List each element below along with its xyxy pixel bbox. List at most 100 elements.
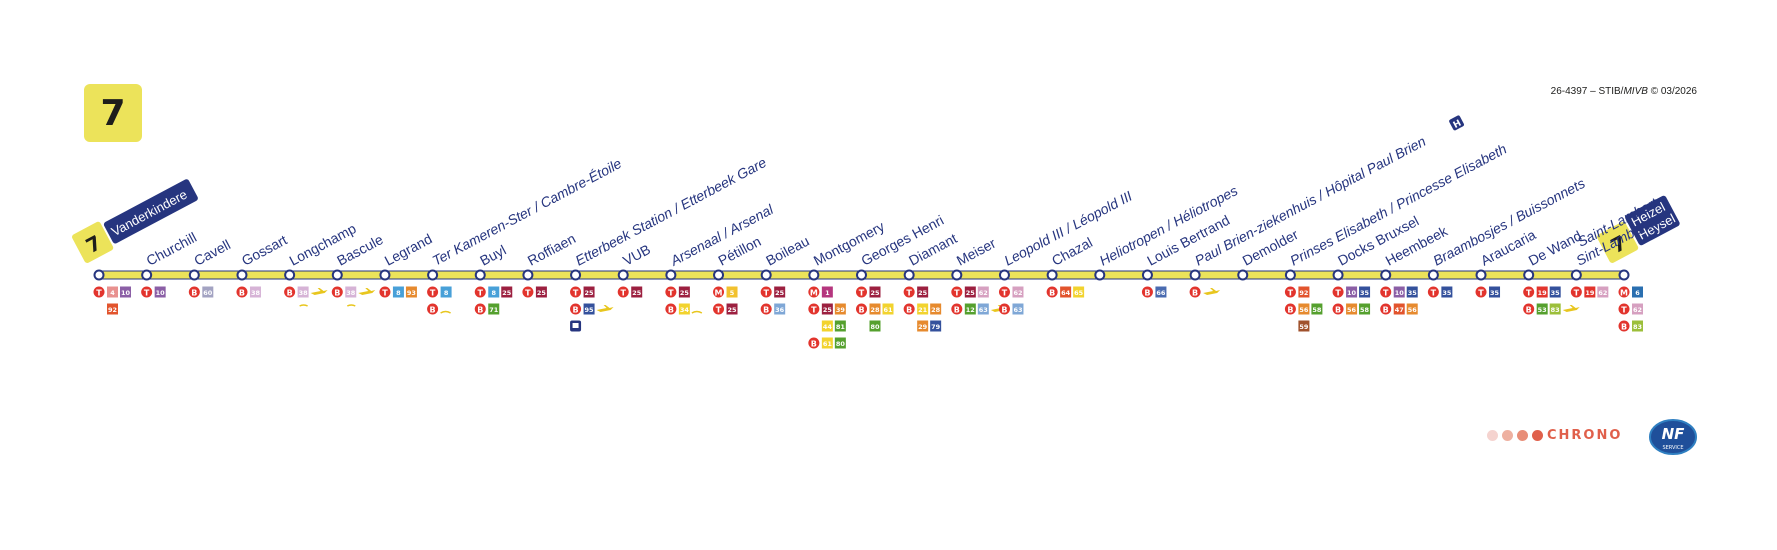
bus-icon [1141,286,1153,298]
stop-marker [1094,269,1106,281]
mode-letter: B [1049,289,1055,298]
connection-line-number: 38 [346,289,356,297]
mode-letter: B [1192,289,1198,298]
airport-icon [310,288,328,295]
connection-line-number: 39 [836,306,846,314]
stop-marker [1189,269,1201,281]
connection-line-box [392,286,404,298]
mode-letter: B [906,306,912,315]
connection-line-box [930,303,942,315]
connection-line-number: 6 [1635,289,1640,297]
connection-line-number: 1 [825,289,830,297]
connection-line-box [882,303,894,315]
walk-connection-icon [346,304,356,307]
connection-line-number: 79 [931,323,941,331]
connection-line-number: 12 [966,306,975,314]
mode-letter: B [1383,306,1389,315]
tram-icon [570,286,582,298]
connection-line-number: 4 [110,289,115,297]
connection-line-number: 61 [883,306,893,314]
stop-marker [856,269,867,281]
stop-marker [141,269,153,281]
connection-line-box [977,286,989,298]
stop: Roffiaen T 25 [522,230,578,298]
stop-marker [998,269,1010,281]
connection-line-box [1549,286,1561,298]
terminus-name-box [103,179,198,244]
connection-line-number: 58 [1312,306,1322,314]
connection-line-box [917,303,929,315]
bus-icon [903,303,915,315]
connection-line-box [869,320,881,332]
mode-letter: B [954,306,960,315]
connection-line-number: 66 [1156,289,1166,297]
connection-line-box [917,320,929,332]
terminus-name-box [1625,195,1680,246]
mode-letter: B [477,306,483,315]
bus-icon [760,303,772,315]
connection-line-box [869,286,881,298]
mode-letter: B [858,306,864,315]
bus-icon [1618,320,1630,332]
line-number-badge: 7 [84,84,142,142]
stop-marker [1570,269,1582,281]
connection-line-number: 28 [931,306,941,314]
connection-line-box [583,303,595,315]
mode-letter: T [1621,306,1627,315]
connection-line-number: 5 [730,289,735,297]
mode-letter: T [382,289,388,298]
mode-letter: T [763,289,769,298]
connection-line-box [1393,303,1405,315]
connection-line-number: 93 [407,289,416,297]
connection-line-number: 8 [444,289,449,297]
mode-letter: T [525,289,531,298]
tram-icon [1332,286,1344,298]
tram-icon [856,286,867,298]
mode-letter: T [478,289,484,298]
metro-icon [808,286,820,298]
tram-icon [93,286,105,298]
connection-line-number: 56 [1347,306,1357,314]
stop-marker [760,269,772,281]
connection-line-box [120,286,131,298]
stop-name: Gossart [239,231,290,268]
hospital-letter: H [1452,118,1463,130]
connection-line-number: 71 [489,306,499,314]
bus-icon [951,303,963,315]
bus-icon [665,303,677,315]
mode-letter: T [1335,289,1341,298]
mode-letter: T [96,289,102,298]
stop-marker [903,269,915,281]
bus-icon [474,303,486,315]
mode-letter: B [334,289,340,298]
mode-letter: T [144,289,150,298]
connection-line-box [1073,286,1085,298]
stop-marker [379,269,391,281]
stop-marker [93,269,105,281]
connection-line-number: 36 [775,306,785,314]
mode-letter: B [1335,306,1341,315]
mode-letter: M [810,289,818,298]
bus-icon [284,286,296,298]
connection-line-box [1441,286,1453,298]
connection-line-number: 65 [1074,289,1084,297]
connection-line-box [869,303,881,315]
bus-icon [1380,303,1392,315]
stop-marker [665,269,677,281]
connection-line-box [1584,286,1596,298]
connection-line-number: 35 [1551,289,1561,297]
connection-line-box [1597,286,1609,298]
stop-marker [617,269,629,281]
airport-icon [1562,305,1580,312]
connection-line-box [821,337,833,349]
stop-marker [1141,269,1153,281]
airport-icon [596,305,614,312]
connection-line-number: 19 [1585,289,1595,297]
connection-line-number: 44 [823,323,833,331]
connection-line-number: 28 [870,306,880,314]
tram-icon [1380,286,1392,298]
connection-line-number: 35 [1360,289,1370,297]
bus-icon [1189,286,1201,298]
connection-line-box [977,303,989,315]
